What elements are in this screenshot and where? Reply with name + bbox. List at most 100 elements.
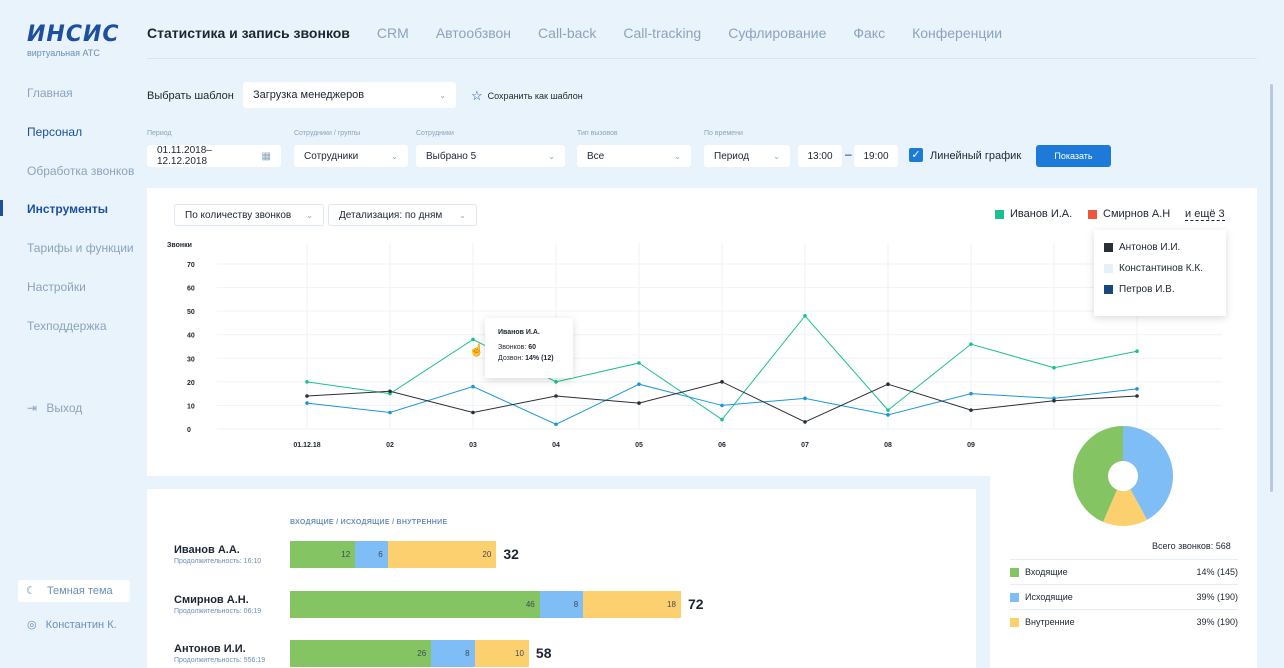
pie-slice[interactable]: [1123, 426, 1173, 520]
tab-prompting[interactable]: Суфлирование: [728, 25, 827, 41]
calltype-select[interactable]: Все ⌄: [577, 145, 691, 167]
legend-swatch: [1104, 264, 1113, 273]
chevron-down-icon: ⌄: [439, 90, 446, 100]
groups-select[interactable]: Сотрудники ⌄: [294, 145, 408, 167]
data-point[interactable]: [1052, 398, 1056, 403]
template-label: Выбрать шаблон: [147, 90, 234, 102]
stacked-bar[interactable]: 46 8 18 72: [290, 591, 704, 618]
data-point[interactable]: [637, 361, 641, 365]
sidebar-item-call-processing[interactable]: Обработка звонков: [27, 164, 135, 178]
data-point[interactable]: [554, 380, 558, 384]
data-point[interactable]: [969, 408, 973, 412]
template-select[interactable]: Загрузка менеджеров ⌄: [243, 82, 456, 108]
x-tick-label: 02: [386, 442, 394, 449]
data-point[interactable]: [803, 420, 807, 424]
detail-select[interactable]: Детализация: по дням ⌄: [328, 204, 477, 226]
tab-call-stats[interactable]: Статистика и запись звонков: [147, 25, 350, 41]
legend-swatch: [1104, 243, 1113, 252]
scrollbar[interactable]: [1270, 84, 1273, 492]
pie-legend-row: Входящие 14% (145): [1010, 559, 1238, 577]
x-tick-label: 09: [967, 442, 975, 449]
data-point[interactable]: [554, 394, 558, 398]
metric-select[interactable]: По количеству звонков ⌄: [174, 204, 324, 226]
data-point[interactable]: [720, 417, 724, 422]
data-point[interactable]: [1052, 365, 1056, 370]
groups-value: Сотрудники: [304, 150, 359, 162]
data-point[interactable]: [388, 410, 392, 415]
chevron-down-icon: ⌄: [306, 210, 313, 220]
line-chart-checkbox[interactable]: ✓: [909, 148, 923, 162]
data-point[interactable]: [1135, 349, 1139, 354]
time-select[interactable]: Период ⌄: [704, 145, 790, 167]
data-point[interactable]: [388, 389, 392, 394]
pie-legend-label: Внутренние: [1025, 617, 1075, 627]
legend-item[interactable]: Смирнов А.Н: [1088, 208, 1170, 220]
stacked-bar[interactable]: 26 8 10 58: [290, 640, 551, 667]
data-point[interactable]: [471, 410, 475, 415]
data-point[interactable]: [720, 380, 724, 384]
data-point[interactable]: [305, 380, 309, 384]
tab-autodial[interactable]: Автообзвон: [435, 25, 512, 41]
staff-select[interactable]: Выбрано 5 ⌄: [416, 145, 565, 167]
tooltip-name: Иванов И.А.: [498, 329, 540, 336]
legend-swatch: [995, 209, 1004, 219]
data-point[interactable]: [1135, 387, 1139, 391]
sidebar-item-settings[interactable]: Настройки: [27, 280, 86, 294]
stacked-bar[interactable]: 12 6 20 32: [290, 541, 519, 568]
tab-conferences[interactable]: Конференции: [912, 25, 1003, 41]
logo-text: ИНСИС: [27, 22, 120, 47]
sidebar-item-home[interactable]: Главная: [27, 86, 73, 100]
data-point[interactable]: [886, 413, 890, 417]
data-point[interactable]: [471, 337, 475, 342]
legend-swatch: [1088, 209, 1097, 219]
groups-label: Сотрудники / группы: [294, 130, 361, 137]
legend-item[interactable]: Петров И.В.: [1104, 284, 1216, 295]
time-to-input[interactable]: 19:00: [854, 145, 898, 167]
user-profile[interactable]: ◎ Константин К.: [27, 618, 117, 631]
data-point[interactable]: [886, 382, 890, 387]
calltype-label: Тип вызовов: [577, 130, 618, 137]
show-button[interactable]: Показать: [1036, 145, 1111, 167]
logo[interactable]: ИНСИС виртуальная АТС: [27, 22, 120, 59]
data-point[interactable]: [305, 394, 309, 398]
data-point[interactable]: [886, 408, 890, 412]
x-tick-label: 04: [552, 442, 560, 449]
chevron-down-icon: ⌄: [459, 210, 466, 220]
tab-crm[interactable]: CRM: [376, 25, 409, 41]
sidebar-item-staff[interactable]: Персонал: [27, 125, 83, 139]
tab-call-tracking[interactable]: Call-tracking: [623, 25, 702, 41]
time-from-input[interactable]: 13:00: [798, 145, 842, 167]
legend-item[interactable]: Иванов И.А.: [995, 208, 1072, 220]
data-point[interactable]: [637, 401, 641, 405]
legend-more-link[interactable]: и ещё 3: [1185, 208, 1225, 221]
period-input[interactable]: 01.11.2018–12.12.2018 ▦: [147, 145, 281, 167]
pie-slice[interactable]: [1073, 426, 1123, 522]
legend-item[interactable]: Константинов К.К.: [1104, 263, 1216, 274]
dark-theme-button[interactable]: ☾ Темная тема: [18, 580, 130, 602]
pie-legend-value: 39% (190): [1196, 617, 1238, 627]
data-point[interactable]: [1135, 394, 1139, 398]
sidebar-item-tariffs[interactable]: Тарифы и функции: [27, 241, 134, 255]
top-navigation: Статистика и запись звонков CRM Автообзв…: [147, 25, 1002, 41]
bar-total: 58: [535, 645, 552, 661]
tab-fax[interactable]: Факс: [853, 25, 886, 41]
data-point[interactable]: [471, 384, 475, 389]
save-template-button[interactable]: ☆ Сохранить как шаблон: [471, 88, 583, 104]
data-point[interactable]: [969, 391, 973, 396]
y-tick-label: 70: [187, 262, 195, 269]
data-point[interactable]: [803, 314, 807, 318]
data-point[interactable]: [305, 401, 309, 405]
pie-slice[interactable]: [1103, 489, 1148, 526]
data-point[interactable]: [803, 396, 807, 401]
logout-link[interactable]: ⇥ Выход: [27, 401, 82, 415]
data-point[interactable]: [637, 382, 641, 387]
tab-callback[interactable]: Call-back: [538, 25, 597, 41]
legend-item[interactable]: Антонов И.И.: [1104, 242, 1216, 253]
tooltip-reach-value: 14% (12): [525, 355, 554, 362]
sidebar-item-tools[interactable]: Инструменты: [27, 202, 109, 216]
time-label: По времени: [704, 130, 743, 137]
data-point[interactable]: [554, 422, 558, 427]
data-point[interactable]: [720, 403, 724, 408]
sidebar-item-support[interactable]: Техподдержка: [27, 319, 107, 333]
data-point[interactable]: [969, 342, 973, 346]
